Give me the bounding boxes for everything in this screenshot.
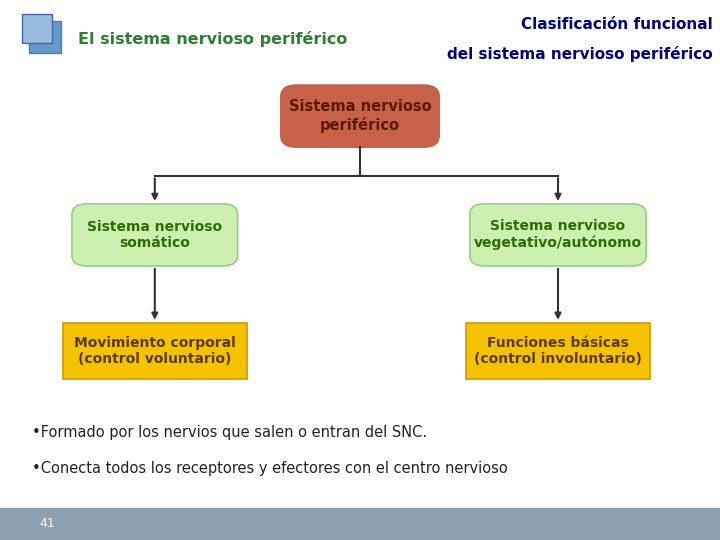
FancyBboxPatch shape bbox=[72, 204, 238, 266]
Text: •Formado por los nervios que salen o entran del SNC.: •Formado por los nervios que salen o ent… bbox=[32, 424, 428, 440]
FancyBboxPatch shape bbox=[467, 323, 649, 379]
Text: Clasificación funcional: Clasificación funcional bbox=[521, 17, 713, 32]
Text: El sistema nervioso periférico: El sistema nervioso periférico bbox=[78, 31, 347, 47]
FancyBboxPatch shape bbox=[0, 508, 720, 540]
Text: Sistema nervioso
somático: Sistema nervioso somático bbox=[87, 220, 222, 250]
FancyBboxPatch shape bbox=[22, 14, 52, 43]
Text: •Conecta todos los receptores y efectores con el centro nervioso: •Conecta todos los receptores y efectore… bbox=[32, 461, 508, 476]
FancyBboxPatch shape bbox=[29, 21, 61, 53]
FancyBboxPatch shape bbox=[63, 323, 246, 379]
Text: Sistema nervioso
periférico: Sistema nervioso periférico bbox=[289, 99, 431, 133]
Text: Movimiento corporal
(control voluntario): Movimiento corporal (control voluntario) bbox=[74, 336, 235, 366]
Text: Sistema nervioso
vegetativo/autónomo: Sistema nervioso vegetativo/autónomo bbox=[474, 219, 642, 251]
FancyBboxPatch shape bbox=[281, 85, 439, 147]
Text: 41: 41 bbox=[40, 517, 55, 530]
Text: del sistema nervioso periférico: del sistema nervioso periférico bbox=[447, 46, 713, 62]
Text: Funciones básicas
(control involuntario): Funciones básicas (control involuntario) bbox=[474, 336, 642, 366]
FancyBboxPatch shape bbox=[470, 204, 647, 266]
